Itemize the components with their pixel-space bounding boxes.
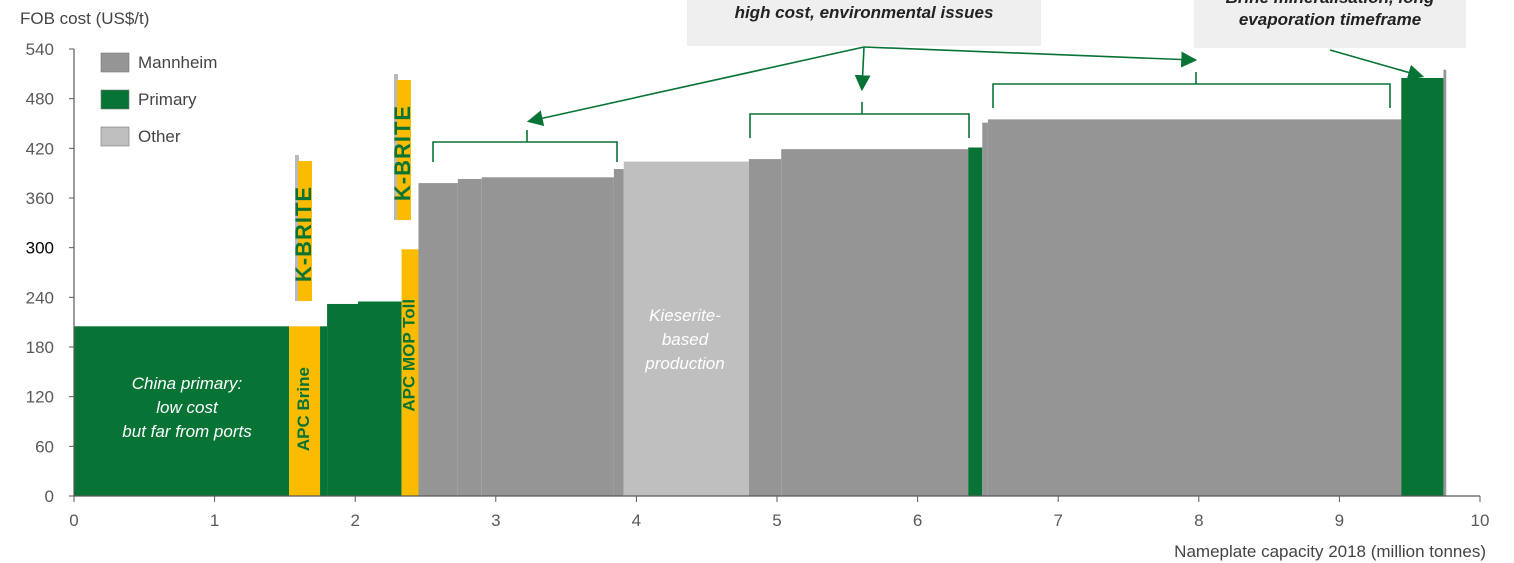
y-tick-label: 240	[26, 288, 54, 307]
logo-kbrite-shadow	[394, 74, 398, 220]
y-tick-label: 180	[26, 338, 54, 357]
callout-arrow	[863, 46, 1198, 68]
x-tick-label: 3	[491, 511, 500, 530]
x-tick-label: 9	[1335, 511, 1344, 530]
annotation-china-primary: China primary: low cost but far from ports	[122, 374, 252, 441]
bar-primary	[1401, 77, 1444, 496]
x-tick-label: 6	[913, 511, 922, 530]
y-tick-label: 480	[26, 90, 54, 109]
legend-label: Other	[138, 127, 181, 146]
bracket-3	[992, 72, 1391, 108]
x-tick-label: 10	[1471, 511, 1490, 530]
bar-mannheim	[613, 169, 624, 496]
logo-kbrite-text: K-BRITE	[291, 186, 316, 282]
annotation-callout-mannheim: …quality, high energy,high cost, environ…	[735, 0, 994, 22]
bar-mannheim	[457, 178, 482, 496]
legend-swatch	[100, 126, 130, 147]
bar-primary	[320, 326, 328, 496]
logo-kbrite-text: K-BRITE	[390, 105, 415, 201]
bracket-1	[432, 130, 618, 162]
plot-area: FOB cost (US$/t)060120180240300360420480…	[20, 0, 1489, 561]
bar-mannheim	[418, 183, 458, 496]
y-tick-label: 300	[26, 239, 54, 258]
bar-mannheim	[1443, 69, 1447, 496]
bar-label: APC MOP Toll	[400, 299, 419, 412]
bar-mannheim	[987, 119, 1402, 496]
callout-box	[1194, 0, 1466, 48]
bar-mannheim	[982, 122, 988, 496]
x-tick-label: 5	[772, 511, 781, 530]
x-tick-label: 0	[69, 511, 78, 530]
bar-other	[623, 161, 749, 497]
bar-mannheim	[781, 149, 969, 496]
callout-arrow	[854, 46, 871, 92]
y-tick-label: 120	[26, 388, 54, 407]
y-tick-label: 60	[35, 437, 54, 456]
logo-kbrite-bar	[298, 161, 312, 301]
legend-swatch	[100, 52, 130, 73]
bracket-2	[749, 102, 970, 138]
y-tick-label: 0	[45, 487, 54, 506]
legend-swatch	[100, 89, 130, 110]
x-tick-label: 7	[1053, 511, 1062, 530]
bar-primary	[74, 326, 290, 496]
bar-primary	[358, 301, 402, 496]
x-tick-label: 1	[210, 511, 219, 530]
legend-label: Primary	[138, 90, 197, 109]
bar-apc	[289, 326, 321, 496]
callout-arrow	[1329, 49, 1425, 81]
x-tick-label: 8	[1194, 511, 1203, 530]
bar-mannheim	[481, 177, 614, 497]
bar-label: APC Brine	[294, 367, 313, 451]
logo-kbrite-shadow	[295, 155, 299, 301]
bar-apc	[401, 249, 419, 496]
annotation-kieserite: Kieserite-based production	[644, 306, 724, 373]
legend-label: Mannheim	[138, 53, 217, 72]
y-tick-label: 540	[26, 40, 54, 59]
bar-primary	[327, 303, 359, 496]
y-axis-title: FOB cost (US$/t)	[20, 9, 149, 28]
x-axis-title: Nameplate capacity 2018 (million tonnes)	[1174, 542, 1486, 561]
bar-primary	[968, 147, 983, 496]
bar-mannheim	[748, 159, 782, 496]
callout-box	[687, 0, 1041, 46]
y-tick-label: 420	[26, 139, 54, 158]
callout-arrow	[526, 46, 865, 127]
logo-kbrite-bar	[397, 80, 411, 220]
annotation-callout-brine: Brine mineralisation, longevaporation ti…	[1226, 0, 1435, 29]
x-tick-label: 4	[632, 511, 641, 530]
x-tick-label: 2	[350, 511, 359, 530]
y-tick-label: 360	[26, 189, 54, 208]
